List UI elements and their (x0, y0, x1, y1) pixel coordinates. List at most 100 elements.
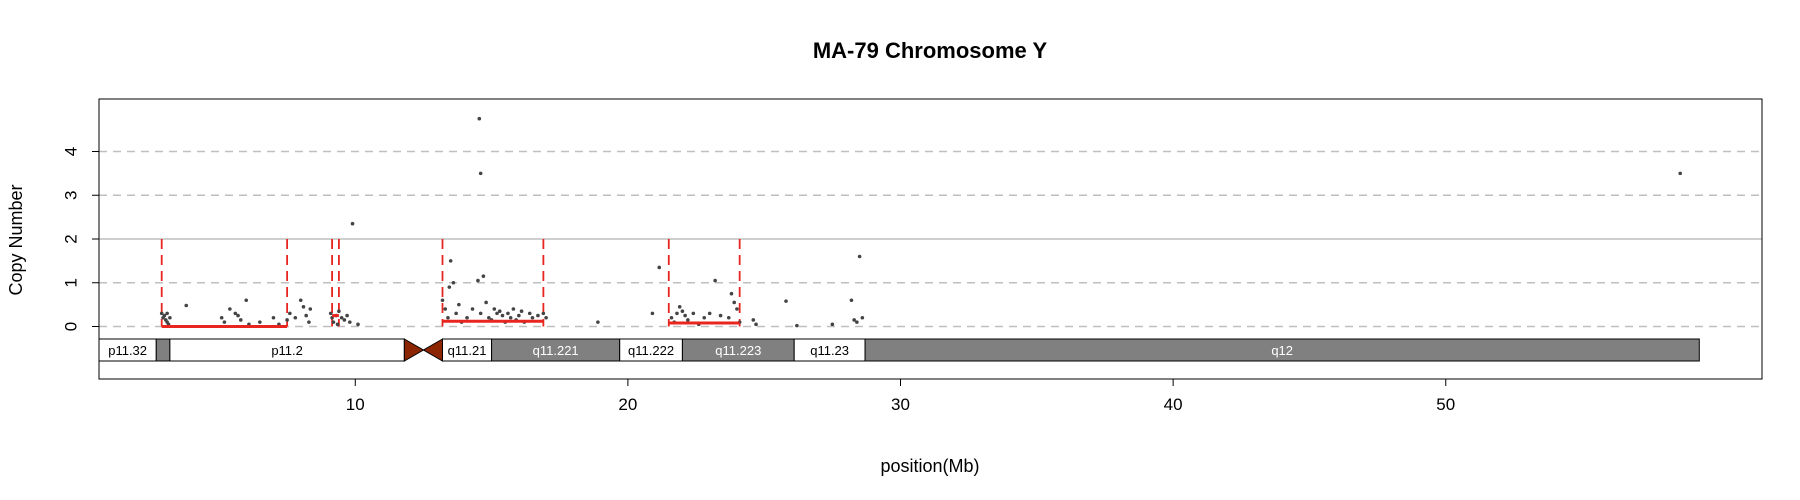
data-point (244, 298, 249, 303)
y-axis-label: Copy Number (6, 184, 26, 295)
data-point (857, 254, 862, 259)
data-point (484, 300, 488, 305)
data-point (596, 320, 600, 324)
data-point (683, 313, 687, 318)
ideogram-band-label: q11.223 (715, 343, 761, 358)
data-point (544, 315, 548, 320)
data-point (285, 318, 289, 322)
data-point (304, 313, 308, 318)
data-point (691, 311, 696, 316)
data-point (356, 322, 360, 327)
data-point (784, 299, 788, 303)
data-point (478, 171, 483, 176)
data-point (238, 318, 243, 322)
data-point (228, 307, 232, 311)
data-point (497, 309, 502, 313)
data-point (328, 311, 333, 316)
segment-means (161, 314, 740, 328)
data-point (454, 311, 458, 316)
centromere-right (422, 338, 444, 362)
x-tick-label: 20 (618, 395, 637, 414)
data-point (168, 315, 172, 320)
ideogram-band-label: q11.23 (810, 343, 849, 358)
data-point (159, 311, 164, 316)
data-point (258, 320, 262, 324)
data-point (849, 298, 854, 303)
data-point (451, 280, 456, 285)
data-point (508, 315, 513, 320)
data-point (669, 315, 674, 320)
data-point (350, 221, 355, 226)
data-point (337, 309, 341, 313)
ideogram-band (864, 338, 1700, 362)
data-point (481, 274, 486, 278)
data-point (680, 309, 685, 313)
data-point (301, 305, 306, 309)
data-point (478, 311, 483, 316)
data-point (519, 309, 524, 313)
data-point (293, 315, 298, 320)
data-point (487, 315, 491, 320)
y-tick-label: 2 (61, 234, 80, 243)
chromosome-ideogram: p11.32 p11.2 q11.21 q11.221 q11.222 q11.223 q1… (98, 338, 1700, 362)
data-point (222, 320, 227, 324)
data-point (440, 298, 445, 303)
data-point (500, 313, 505, 318)
y-tick-label: 0 (61, 322, 80, 331)
data-point (726, 315, 731, 320)
data-point (751, 318, 756, 322)
ideogram-band-label: q11.221 (533, 343, 579, 358)
data-points (159, 116, 1683, 328)
data-point (675, 311, 679, 316)
data-point (855, 320, 859, 324)
data-point (492, 307, 497, 311)
y-tick-label: 1 (61, 278, 80, 287)
data-point (1678, 171, 1683, 176)
data-point (732, 300, 737, 305)
data-point (729, 291, 734, 296)
data-point (718, 313, 723, 318)
data-point (506, 311, 510, 316)
y-tick-label: 4 (61, 147, 80, 156)
data-point (335, 322, 340, 327)
data-point (470, 307, 475, 311)
data-point (457, 302, 461, 307)
data-point (677, 305, 682, 309)
ideogram-band-label: q11.222 (628, 343, 674, 358)
data-point (339, 315, 344, 320)
data-point (288, 311, 292, 316)
data-point (342, 318, 347, 322)
data-point (511, 307, 516, 311)
data-point (331, 320, 336, 324)
data-point (754, 322, 758, 327)
ideogram-band-label: p11.32 (108, 343, 147, 358)
data-point (735, 307, 739, 311)
data-point (650, 311, 655, 316)
chart-title: MA-79 Chromosome Y (813, 38, 1048, 63)
data-point (713, 278, 717, 283)
data-point (308, 307, 313, 311)
data-point (686, 318, 690, 322)
y-axis: 0 1 2 3 4 (61, 147, 100, 331)
data-point (162, 313, 167, 318)
data-point (530, 315, 535, 320)
grid-lines (99, 150, 1762, 328)
data-point (345, 313, 349, 318)
data-point (541, 311, 546, 316)
x-tick-label: 30 (891, 395, 910, 414)
data-point (517, 313, 521, 318)
data-point (495, 311, 499, 316)
data-point (233, 311, 238, 316)
data-point (707, 311, 712, 316)
data-point (307, 320, 311, 324)
data-point (298, 298, 303, 303)
data-point (702, 315, 707, 320)
data-point (271, 315, 276, 320)
ideogram-band-label: p11.2 (271, 343, 303, 358)
data-point (236, 313, 240, 318)
data-point (477, 116, 482, 121)
data-point (465, 315, 469, 320)
data-point (447, 285, 452, 289)
